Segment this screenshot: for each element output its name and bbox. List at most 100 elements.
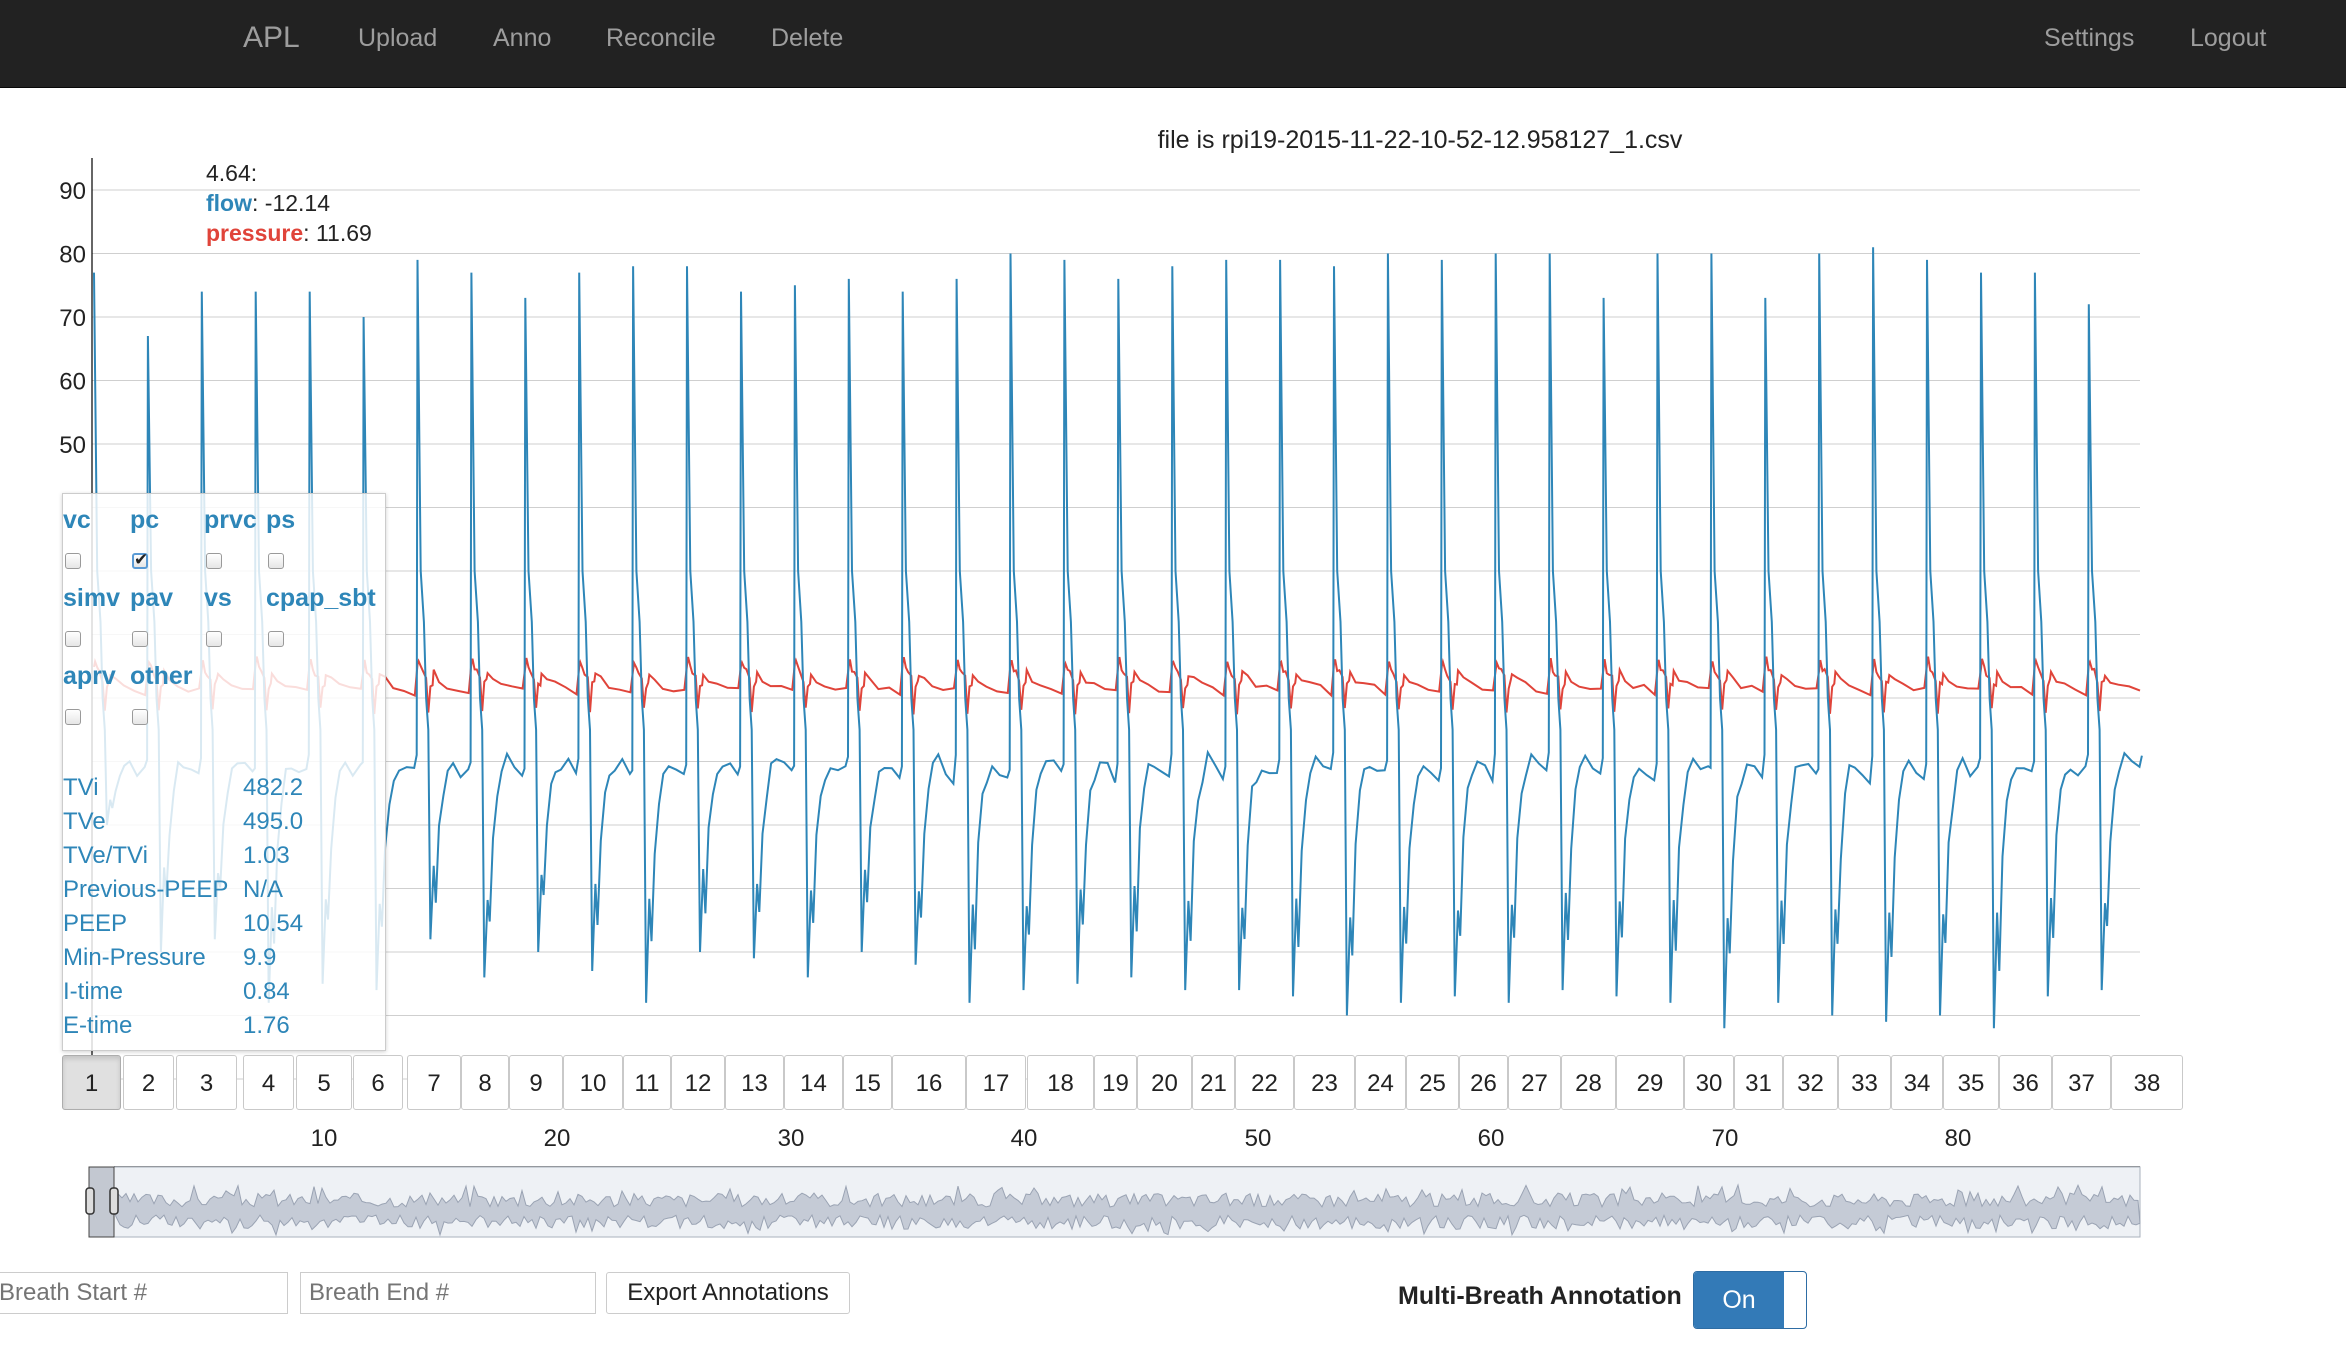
mode-checkbox-pav[interactable] [132, 631, 148, 647]
stat-tve-value: 495.0 [243, 808, 304, 835]
nav-reconcile[interactable]: Reconcile [606, 24, 716, 52]
breath-button-33[interactable]: 33 [1838, 1055, 1891, 1110]
breath-end-input[interactable] [300, 1272, 596, 1314]
stat-min-pressure-value: 9.9 [243, 944, 277, 971]
pressure-legend-value: : 11.69 [303, 220, 372, 246]
breath-button-4[interactable]: 4 [243, 1055, 294, 1110]
brush-tick-label: 10 [310, 1125, 338, 1152]
breath-button-3[interactable]: 3 [176, 1055, 237, 1110]
breath-button-14[interactable]: 14 [784, 1055, 843, 1110]
mode-checkbox-other[interactable] [132, 709, 148, 725]
breath-button-23[interactable]: 23 [1294, 1055, 1355, 1110]
breath-button-17[interactable]: 17 [966, 1055, 1026, 1110]
breath-button-10[interactable]: 10 [563, 1055, 623, 1110]
nav-logout[interactable]: Logout [2190, 24, 2267, 52]
mode-checkbox-pc[interactable] [132, 550, 148, 570]
flow-series-line [93, 247, 2143, 1029]
breath-button-31[interactable]: 31 [1734, 1055, 1783, 1110]
breath-button-24[interactable]: 24 [1355, 1055, 1406, 1110]
brush-handle-left [85, 1187, 95, 1215]
brand-logo[interactable]: APL [243, 21, 300, 54]
stat-peep-value: 10.54 [243, 910, 304, 937]
hover-x-value: 4.64: [206, 160, 258, 186]
breath-button-38[interactable]: 38 [2111, 1055, 2183, 1110]
mode-checkbox-cpap-sbt[interactable] [268, 631, 284, 647]
breath-start-input[interactable] [0, 1272, 288, 1314]
breath-button-18[interactable]: 18 [1027, 1055, 1094, 1110]
breath-button-6[interactable]: 6 [353, 1055, 403, 1110]
file-title: file is rpi19-2015-11-22-10-52-12.958127… [1157, 126, 1683, 154]
breath-button-27[interactable]: 27 [1508, 1055, 1561, 1110]
breath-button-26[interactable]: 26 [1459, 1055, 1508, 1110]
y-tick-label: 80 [59, 242, 86, 269]
breath-button-30[interactable]: 30 [1684, 1055, 1734, 1110]
stat-tvi-label: TVi [63, 774, 99, 801]
mode-label-cpap-sbt: cpap_sbt [266, 584, 376, 612]
overview-brush[interactable] [84, 1163, 2144, 1241]
stat-tve-label: TVe [63, 808, 106, 835]
breath-button-22[interactable]: 22 [1235, 1055, 1294, 1110]
breath-button-25[interactable]: 25 [1406, 1055, 1459, 1110]
breath-button-12[interactable]: 12 [671, 1055, 725, 1110]
stat-itime-label: I-time [63, 978, 123, 1005]
stat-itime-value: 0.84 [243, 978, 290, 1005]
pressure-legend-label: pressure [206, 220, 304, 246]
flow-legend-label: flow [206, 190, 252, 216]
toggle-on-label: On [1694, 1272, 1784, 1328]
mode-checkbox-aprv[interactable] [65, 709, 81, 725]
breath-button-13[interactable]: 13 [725, 1055, 784, 1110]
breath-button-5[interactable]: 5 [296, 1055, 352, 1110]
brush-x-axis: 10 20 30 40 50 60 70 80 [0, 1125, 2346, 1155]
breath-button-36[interactable]: 36 [1999, 1055, 2052, 1110]
export-annotations-button[interactable]: Export Annotations [606, 1272, 850, 1314]
mode-checkbox-simv[interactable] [65, 631, 81, 647]
breath-button-29[interactable]: 29 [1616, 1055, 1684, 1110]
y-tick-label: 70 [59, 305, 86, 332]
brush-tick-label: 70 [1711, 1125, 1739, 1152]
brush-tick-label: 60 [1477, 1125, 1505, 1152]
mode-checkbox-vs[interactable] [206, 631, 222, 647]
breath-button-20[interactable]: 20 [1137, 1055, 1192, 1110]
breath-button-34[interactable]: 34 [1891, 1055, 1943, 1110]
y-tick-label: 90 [59, 178, 86, 205]
mode-label-vs: vs [204, 584, 232, 612]
stat-etime-label: E-time [63, 1012, 133, 1039]
breath-button-9[interactable]: 9 [509, 1055, 563, 1110]
navbar: APL Upload Anno Reconcile Delete Setting… [0, 0, 2346, 88]
nav-settings[interactable]: Settings [2044, 24, 2135, 52]
breath-button-7[interactable]: 7 [407, 1055, 461, 1110]
mode-label-pav: pav [130, 584, 174, 612]
stat-peep-label: PEEP [63, 910, 128, 937]
stat-etime-value: 1.76 [243, 1012, 290, 1039]
mode-label-ps: ps [266, 506, 296, 534]
mode-label-pc: pc [130, 506, 160, 534]
breath-button-1[interactable]: 1 [62, 1055, 121, 1110]
nav-delete[interactable]: Delete [771, 24, 844, 52]
y-tick-label: 60 [59, 369, 86, 396]
breath-button-35[interactable]: 35 [1943, 1055, 1999, 1110]
multi-breath-toggle[interactable]: On [1693, 1271, 1807, 1329]
mode-checkbox-vc[interactable] [65, 553, 81, 569]
stat-prev-peep-label: Previous-PEEP [63, 876, 229, 903]
breath-button-11[interactable]: 11 [623, 1055, 671, 1110]
nav-anno[interactable]: Anno [493, 24, 552, 52]
breath-button-16[interactable]: 16 [892, 1055, 966, 1110]
breath-button-15[interactable]: 15 [843, 1055, 892, 1110]
hover-readout: 4.64: flow: -12.14 pressure: 11.69 [206, 158, 372, 248]
breath-button-37[interactable]: 37 [2052, 1055, 2111, 1110]
brush-tick-label: 30 [777, 1125, 805, 1152]
stat-prev-peep-value: N/A [243, 876, 284, 903]
breath-button-28[interactable]: 28 [1561, 1055, 1616, 1110]
mode-label-other: other [130, 662, 193, 690]
y-tick-label: 50 [59, 432, 86, 459]
mode-checkbox-prvc[interactable] [206, 553, 222, 569]
mode-checkbox-ps[interactable] [268, 553, 284, 569]
breath-button-21[interactable]: 21 [1192, 1055, 1235, 1110]
breath-button-19[interactable]: 19 [1094, 1055, 1137, 1110]
nav-upload[interactable]: Upload [358, 24, 438, 52]
breath-button-8[interactable]: 8 [461, 1055, 509, 1110]
breath-button-2[interactable]: 2 [123, 1055, 174, 1110]
mode-label-vc: vc [63, 506, 91, 534]
breath-button-32[interactable]: 32 [1783, 1055, 1838, 1110]
y-axis-ticks: 90 80 70 60 50 [59, 178, 86, 459]
